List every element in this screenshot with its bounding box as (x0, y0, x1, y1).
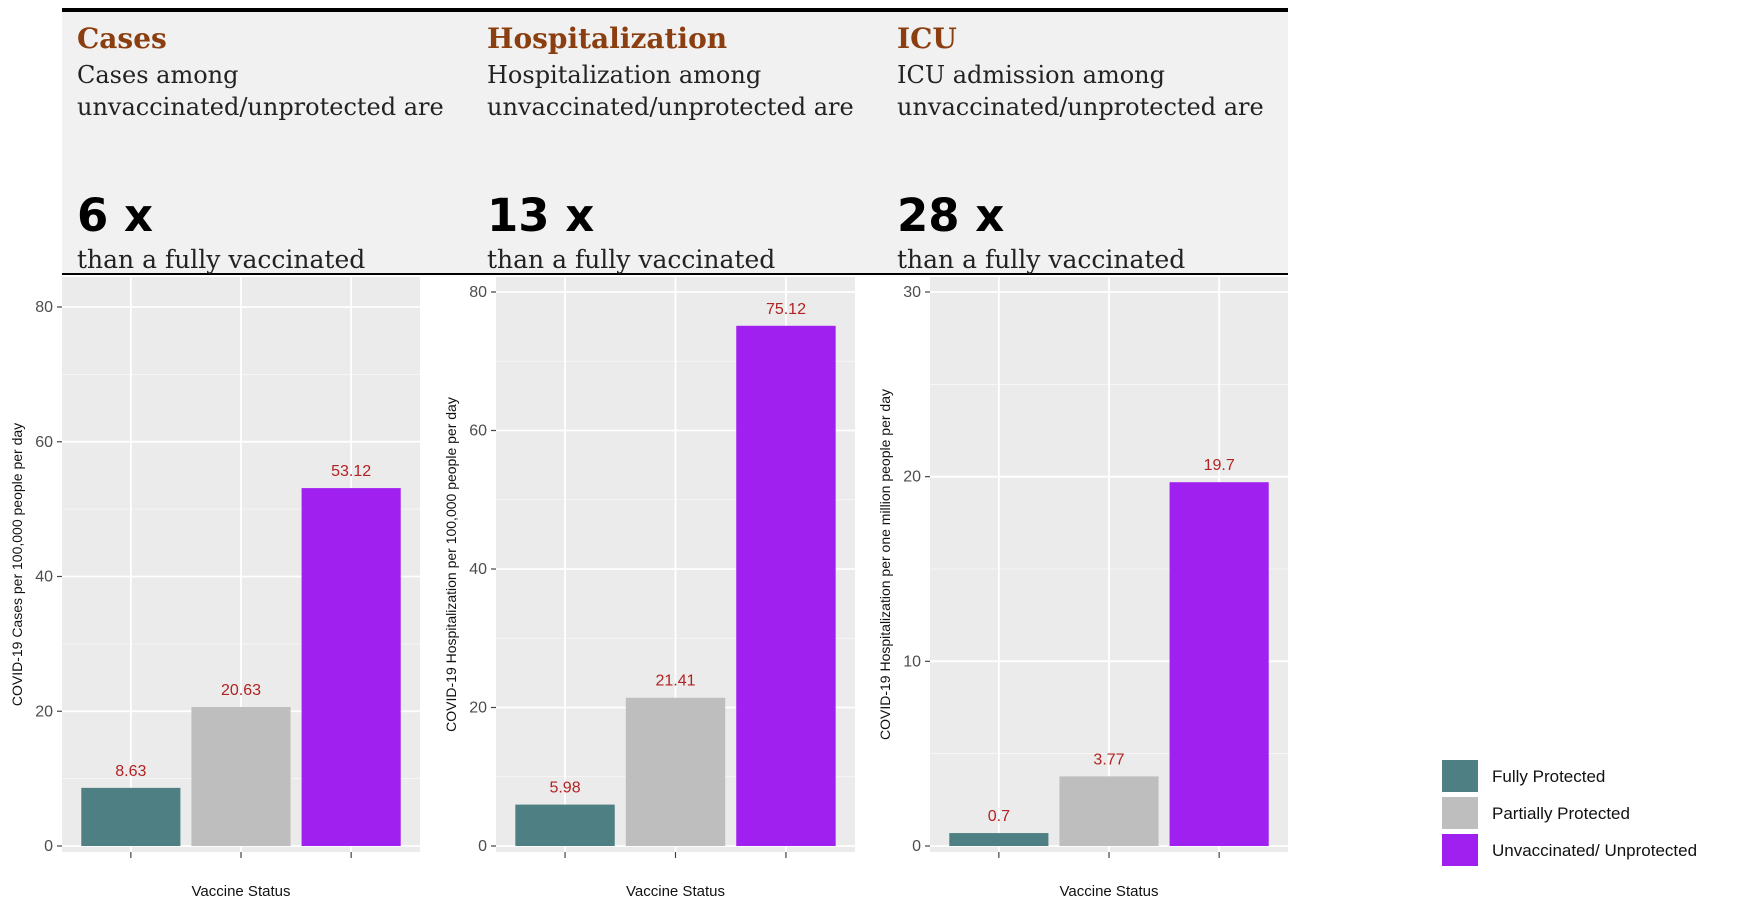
legend-label: Unvaccinated/ Unprotected (1492, 841, 1698, 860)
bar (81, 787, 181, 846)
bar (1169, 482, 1269, 846)
x-axis-title: Vaccine Status (192, 883, 291, 900)
bar (515, 804, 615, 846)
y-tick-label: 20 (35, 703, 53, 720)
data-label: 75.12 (766, 301, 806, 318)
legend-swatch-partially-protected (1442, 797, 1478, 829)
y-tick-label: 60 (469, 423, 487, 440)
y-tick-label: 80 (469, 284, 487, 301)
data-label: 21.41 (655, 673, 695, 690)
data-label: 20.63 (221, 682, 261, 699)
header-description: ICU admission among unvaccinated/unprote… (897, 61, 1264, 121)
legend-item-partially-protected: Partially Protected (1442, 797, 1732, 833)
data-label: 19.7 (1204, 457, 1235, 474)
header-description: Hospitalization among unvaccinated/unpro… (487, 61, 854, 121)
y-tick-label: 10 (903, 653, 921, 670)
y-axis-title: COVID-19 Hospitalization per one million… (877, 389, 893, 740)
header-band: Cases Cases among unvaccinated/unprotect… (62, 8, 1288, 275)
legend-item-unvaccinated: Unvaccinated/ Unprotected (1442, 834, 1732, 870)
x-axis-title: Vaccine Status (626, 883, 725, 900)
header-title: Hospitalization (487, 22, 728, 55)
header-multiplier: 13 x (487, 189, 595, 242)
data-label: 0.7 (988, 808, 1010, 825)
header-multiplier: 6 x (77, 189, 154, 242)
bar (191, 707, 291, 846)
y-tick-label: 0 (478, 838, 487, 855)
y-tick-label: 40 (469, 561, 487, 578)
data-label: 3.77 (1093, 751, 1124, 768)
header-comparison: than a fully vaccinated (897, 245, 1186, 274)
bar (1059, 776, 1159, 846)
header-comparison: than a fully vaccinated (77, 245, 366, 274)
y-axis-title: COVID-19 Hospitalization per 100,000 peo… (443, 397, 459, 732)
y-tick-label: 0 (912, 838, 921, 855)
header-multiplier: 28 x (897, 189, 1005, 242)
header-comparison: than a fully vaccinated (487, 245, 776, 274)
data-label: 53.12 (331, 463, 371, 480)
legend-swatch-fully-protected (1442, 760, 1478, 792)
bar (625, 697, 726, 846)
y-tick-label: 20 (469, 700, 487, 717)
y-tick-label: 60 (35, 434, 53, 451)
y-tick-label: 80 (35, 299, 53, 316)
y-tick-label: 40 (35, 569, 53, 586)
header-description: Cases among unvaccinated/unprotected are (77, 61, 444, 121)
y-tick-label: 0 (44, 838, 53, 855)
y-tick-label: 30 (903, 284, 921, 301)
header-title: Cases (77, 22, 167, 55)
data-label: 5.98 (549, 780, 580, 797)
legend-label: Fully Protected (1492, 767, 1606, 786)
header-title: ICU (897, 22, 957, 55)
legend-item-fully-protected: Fully Protected (1442, 760, 1732, 796)
data-label: 8.63 (115, 763, 146, 780)
bar (949, 833, 1049, 846)
y-axis-title: COVID-19 Cases per 100,000 people per da… (9, 423, 25, 706)
x-axis-title: Vaccine Status (1060, 883, 1159, 900)
bar (301, 488, 401, 846)
bar (736, 325, 836, 846)
legend-label: Partially Protected (1492, 804, 1630, 823)
y-tick-label: 20 (903, 469, 921, 486)
legend-swatch-unvaccinated (1442, 834, 1478, 866)
